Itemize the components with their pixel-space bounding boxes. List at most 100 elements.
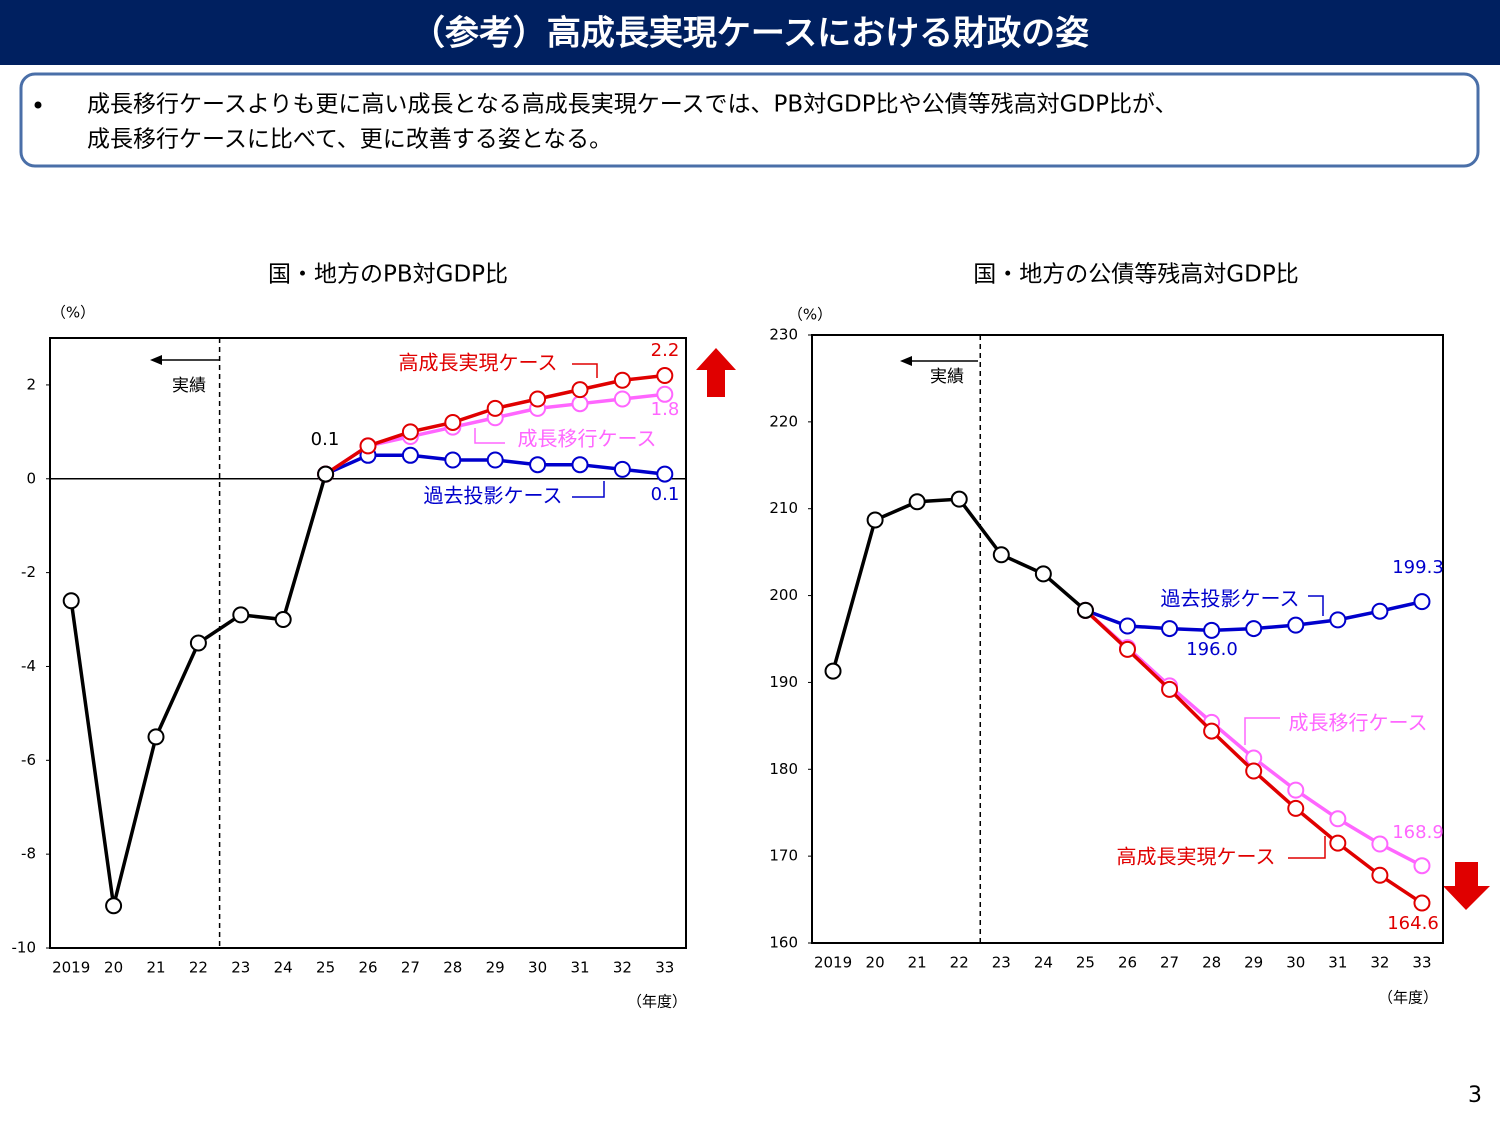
x-tick-label: 33 (655, 959, 674, 977)
data-point (1161, 620, 1179, 638)
data-point (1161, 680, 1179, 698)
data-point (1245, 620, 1263, 638)
data-point (1371, 866, 1389, 884)
series-line (69, 473, 328, 907)
leader-line (474, 428, 505, 444)
data-point (656, 367, 674, 385)
leader-line (572, 481, 605, 498)
data-point (401, 423, 419, 441)
data-point (1245, 762, 1263, 780)
data-point (824, 662, 842, 680)
x-tick-label: 2019 (52, 959, 90, 977)
x-tick-label: 23 (992, 954, 1011, 972)
x-tick-label: 24 (1034, 954, 1053, 972)
series-name: 過去投影ケース (424, 484, 563, 508)
leader-line (1308, 595, 1324, 616)
x-tick-label: 25 (1076, 954, 1095, 972)
x-tick-label: 22 (189, 959, 208, 977)
plot-frame (49, 337, 687, 949)
x-tick-label: 28 (1202, 954, 1221, 972)
data-point (613, 390, 631, 408)
data-point (359, 437, 377, 455)
y-tick-label: -6 (21, 751, 36, 769)
data-point (992, 546, 1010, 564)
y-tick-label: 0 (26, 469, 36, 487)
data-label: 196.0 (1186, 639, 1238, 660)
data-point (62, 592, 80, 610)
actual-arrow-head (900, 356, 912, 366)
data-point (317, 465, 335, 483)
data-point (571, 395, 589, 413)
data-point (571, 381, 589, 399)
unit-label: （%） (51, 304, 95, 322)
data-point (1329, 834, 1347, 852)
x-tick-label: 27 (1160, 954, 1179, 972)
up-arrow (696, 348, 736, 397)
x-tick-label: 32 (613, 959, 632, 977)
x-tick-label: 32 (1370, 954, 1389, 972)
x-tick-label: 29 (486, 959, 505, 977)
data-label: 199.3 (1392, 557, 1444, 578)
y-tick-label: 200 (769, 586, 798, 604)
data-point (1287, 781, 1305, 799)
y-tick-label: 190 (769, 673, 798, 691)
x-tick-label: 2019 (814, 954, 852, 972)
data-label: 164.6 (1387, 913, 1439, 934)
x-tick-label: 22 (950, 954, 969, 972)
summary-line: 成長移行ケースに比べて、更に改善する姿となる。 (87, 127, 612, 153)
series-name: 高成長実現ケース (399, 351, 558, 375)
y-tick-label: 160 (769, 934, 798, 952)
series-name: 成長移行ケース (518, 427, 657, 451)
data-point (529, 456, 547, 474)
data-label: 0.1 (651, 484, 680, 505)
data-point (1203, 621, 1221, 639)
data-label: 2.2 (651, 340, 680, 361)
data-point (1203, 722, 1221, 740)
data-point (147, 728, 165, 746)
data-point (189, 634, 207, 652)
data-label: 0.1 (311, 429, 340, 450)
y-tick-label: 220 (769, 412, 798, 430)
x-tick-label: 24 (274, 959, 293, 977)
plot-frame (811, 334, 1444, 944)
y-tick-label: 170 (769, 847, 798, 865)
data-point (1371, 602, 1389, 620)
data-point (656, 465, 674, 483)
y-tick-label: 210 (769, 499, 798, 517)
y-tick-label: -10 (12, 939, 37, 957)
y-tick-label: -4 (21, 657, 36, 675)
data-point (105, 897, 123, 915)
data-point (1119, 617, 1136, 635)
data-point (401, 446, 419, 464)
leader-line (1244, 717, 1280, 745)
data-point (613, 371, 631, 389)
summary-box (19, 72, 1480, 168)
header-bar (0, 0, 1500, 65)
actual-label: 実績 (172, 376, 206, 396)
x-tick-label: 30 (528, 959, 547, 977)
data-point (656, 385, 674, 403)
x-tick-label: 25 (316, 959, 335, 977)
data-point (486, 451, 504, 469)
x-tick-label: 23 (231, 959, 250, 977)
y-tick-label: -8 (21, 845, 36, 863)
x-unit-label: （年度） (1378, 989, 1438, 1007)
x-tick-label: 30 (1286, 954, 1305, 972)
x-tick-label: 28 (443, 959, 462, 977)
data-point (1329, 611, 1347, 629)
x-tick-label: 31 (570, 959, 589, 977)
data-point (613, 460, 631, 478)
x-unit-label: （年度） (627, 993, 687, 1011)
summary-line: 成長移行ケースよりも更に高い成長となる高成長実現ケースでは、PB対GDP比や公債… (87, 92, 1178, 118)
actual-label: 実績 (930, 367, 964, 387)
series-name: 高成長実現ケース (1117, 845, 1276, 869)
down-arrow (1443, 862, 1490, 910)
leader-line (572, 363, 598, 378)
slide-title: （参考）高成長実現ケースにおける財政の姿 (411, 14, 1089, 54)
actual-arrow-head (150, 355, 162, 365)
data-point (486, 399, 504, 417)
x-tick-label: 20 (866, 954, 885, 972)
page-number: 3 (1468, 1083, 1482, 1108)
data-point (950, 490, 968, 508)
